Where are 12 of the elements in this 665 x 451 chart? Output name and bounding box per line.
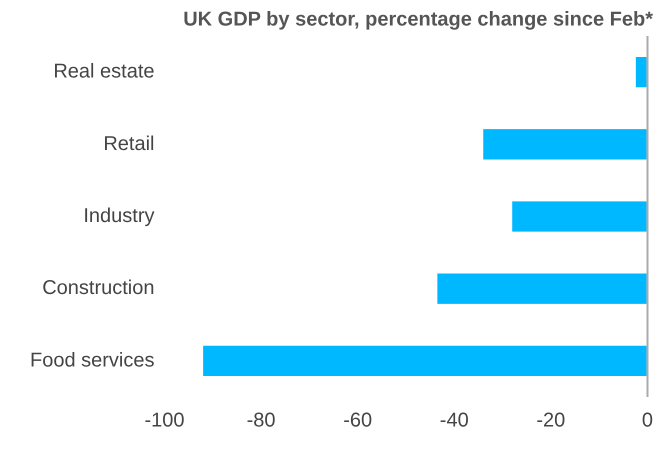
x-tick-label: 0 <box>642 410 653 432</box>
x-tick-label: -80 <box>246 410 276 432</box>
chart-title: UK GDP by sector, percentage change since Feb* <box>183 8 654 31</box>
y-tick-label: Industry <box>83 205 154 228</box>
x-tick-label: -60 <box>343 410 372 432</box>
x-tick-label: -40 <box>440 410 469 432</box>
y-tick-label: Retail <box>103 132 154 155</box>
y-tick-label: Real estate <box>53 60 154 83</box>
y-tick-label: Construction <box>42 277 154 300</box>
x-tick-label: -20 <box>536 410 566 432</box>
y-tick-label: Food services <box>30 349 154 372</box>
x-tick-label: -100 <box>144 410 185 432</box>
